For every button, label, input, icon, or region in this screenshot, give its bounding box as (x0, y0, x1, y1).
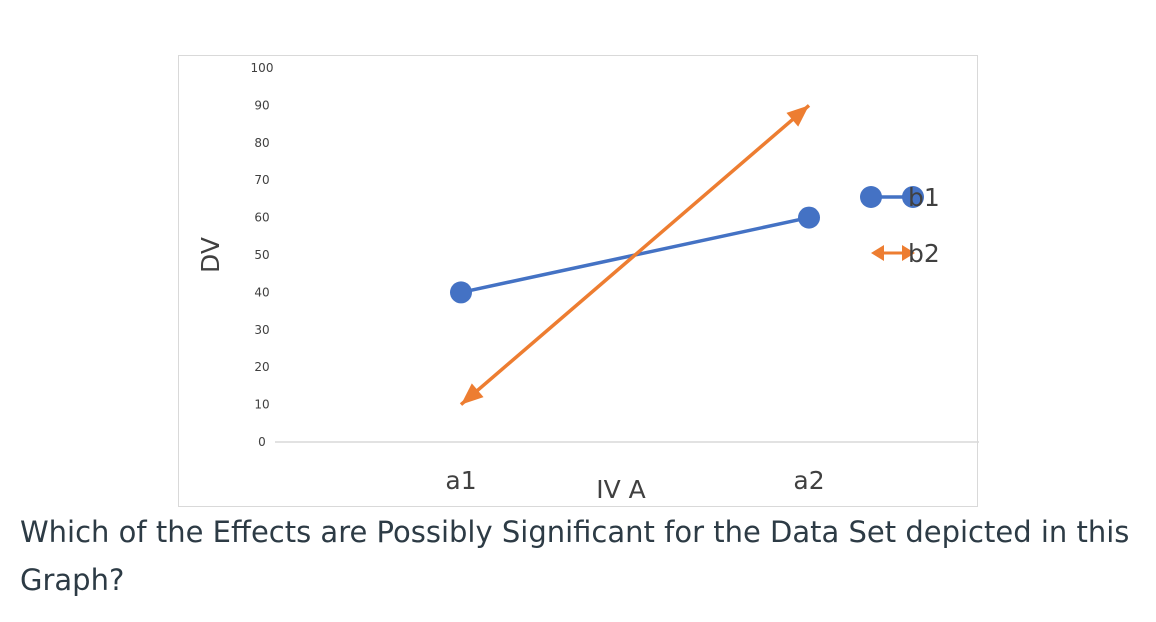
x-tick-label: a1 (445, 466, 476, 495)
series-line-b2 (459, 104, 811, 406)
legend-marker-b2 (871, 245, 884, 261)
y-tick-label: 60 (254, 211, 269, 225)
x-axis-title: IV A (596, 475, 646, 504)
legend-marker-b1 (902, 186, 924, 208)
y-tick-label: 50 (254, 248, 269, 262)
legend-label-b2: b2 (908, 239, 940, 268)
arrowhead-b2 (786, 105, 809, 127)
x-tick-label: a2 (793, 466, 824, 495)
data-point-b1 (450, 281, 472, 304)
y-tick-label: 30 (254, 323, 269, 337)
y-tick-label: 0 (258, 435, 266, 449)
y-tick-label: 100 (251, 61, 274, 75)
y-tick-label: 90 (254, 98, 269, 112)
legend-label-b1: b1 (908, 183, 940, 212)
y-axis-title: DV (196, 237, 225, 273)
y-tick-label: 10 (254, 398, 269, 412)
y-tick-label: 70 (254, 173, 269, 187)
legend-marker-b2 (902, 245, 915, 261)
arrowhead-b2 (461, 383, 484, 405)
y-tick-label: 20 (254, 360, 269, 374)
data-point-b1 (798, 206, 820, 229)
y-tick-label: 80 (254, 136, 269, 150)
question-text: Which of the Effects are Possibly Signif… (20, 515, 1130, 597)
line-chart: 0 10 20 30 40 50 60 70 80 90 100 DV a1 a2 IV A b1 b2 (196, 61, 979, 504)
legend-marker-b1 (860, 186, 882, 208)
chart-container: 0 10 20 30 40 50 60 70 80 90 100 DV a1 a2 IV A b1 b2 (178, 55, 979, 507)
y-tick-label: 40 (254, 285, 269, 299)
